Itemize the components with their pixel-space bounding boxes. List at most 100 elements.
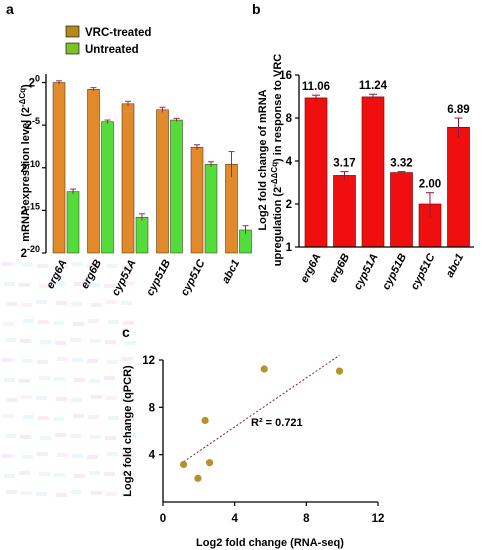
bg-block [5, 338, 16, 342]
bg-block [39, 284, 50, 288]
category-label: cyp51B [380, 252, 409, 292]
data-label: 3.17 [333, 158, 355, 170]
y-tick-label: 20 [29, 74, 40, 90]
bg-block [39, 376, 50, 380]
data-label: 6.89 [447, 104, 469, 116]
x-tick-label: 8 [303, 513, 310, 525]
panel-c: c 0 4 8 12 4 8 12 R² = 0.721 Log2 fold change… [122, 324, 384, 549]
bar [101, 121, 114, 254]
bg-block [124, 473, 135, 477]
x-tick-label: 0 [160, 513, 166, 525]
bg-block [53, 321, 64, 325]
y-ticks-a: 20 2-5 2-10 2-15 2-20 [21, 74, 46, 260]
scatter-point [180, 460, 188, 469]
bg-block [55, 341, 66, 345]
panel-a: a VRC-treated Untreated 20 2-5 2-10 2-15 2-2… [6, 1, 252, 298]
bg-block [122, 357, 133, 361]
category-labels-b: erg6A erg6B cyp51A cyp51B cyp51C abc1 [298, 251, 466, 292]
y-tick-label: 12 [142, 355, 155, 367]
bg-block [104, 284, 115, 288]
legend-swatch-untreated [65, 42, 80, 55]
bar [121, 103, 135, 254]
bg-block [90, 435, 101, 439]
bg-block [105, 340, 116, 344]
bg-block [57, 265, 68, 269]
bg-block [2, 454, 13, 458]
background-pattern [2, 262, 136, 497]
bg-block [37, 452, 48, 456]
bg-block [70, 434, 81, 438]
bg-block [40, 340, 51, 344]
bg-block [37, 264, 48, 268]
bar [156, 109, 169, 254]
bg-block [57, 453, 68, 457]
bg-block [4, 474, 15, 478]
bg-block [123, 321, 134, 325]
category-label: abc1 [220, 258, 242, 286]
bar [66, 191, 80, 254]
bg-block [105, 436, 116, 440]
bg-block [4, 378, 15, 382]
bg-block [87, 455, 98, 459]
trendline-c [183, 354, 340, 463]
category-label: cyp51A [352, 252, 381, 292]
category-label: erg6A [298, 252, 323, 285]
bg-block [121, 301, 132, 305]
bg-block [37, 360, 48, 364]
bg-block [36, 396, 47, 400]
bar [135, 216, 149, 254]
bg-block [104, 472, 115, 476]
bg-block [56, 397, 67, 401]
scatter-point [205, 459, 214, 467]
category-label: cyp51C [409, 251, 438, 292]
bg-block [72, 262, 83, 266]
bar [390, 172, 413, 248]
bg-block [4, 282, 15, 286]
y-tick-label: 2-15 [21, 201, 40, 217]
bg-block [71, 398, 82, 402]
bg-block [106, 396, 117, 400]
bg-block [55, 433, 66, 437]
bg-block [89, 471, 100, 475]
bg-block [54, 281, 65, 285]
y-tick-label: 16 [279, 70, 292, 82]
bg-block [19, 471, 30, 475]
y-ticks-b: 1 2 4 8 16 [279, 70, 299, 254]
bg-block [88, 319, 99, 323]
bar [333, 175, 356, 248]
category-label: abc1 [444, 252, 466, 280]
bar [204, 164, 218, 254]
points-c [180, 365, 344, 482]
bg-block [56, 301, 67, 305]
bar [190, 147, 204, 254]
bg-block [20, 435, 31, 439]
bg-block [125, 341, 136, 345]
bg-block [56, 493, 67, 497]
bg-block [72, 454, 83, 458]
panel-b: b 11.06 3.17 11.24 3.32 2.00 6.89 1 2 4 8 16 erg6… [252, 1, 474, 292]
data-label: 11.06 [302, 81, 330, 93]
bg-block [107, 452, 118, 456]
bg-block [6, 398, 17, 402]
y-tick-label: 2-20 [21, 244, 40, 260]
bg-block [107, 360, 118, 364]
bg-block [91, 395, 102, 399]
legend-swatch-vrc [65, 25, 80, 38]
r-squared-annotation: R² = 0.721 [251, 417, 303, 429]
data-label: 11.24 [359, 80, 388, 92]
bg-block [53, 417, 64, 421]
panel-label-a: a [6, 1, 14, 17]
bg-block [74, 282, 85, 286]
bg-block [22, 359, 33, 363]
bg-block [6, 302, 17, 306]
bg-block [38, 416, 49, 420]
y-tick-label: 2-5 [26, 116, 40, 132]
bg-block [124, 281, 135, 285]
bg-block [125, 433, 136, 437]
category-label: erg6B [327, 252, 352, 285]
bg-block [89, 283, 100, 287]
bg-block [124, 377, 135, 381]
y-axis-title-c: Log2 fold change (qPCR) [122, 365, 134, 497]
bg-block [57, 357, 68, 361]
